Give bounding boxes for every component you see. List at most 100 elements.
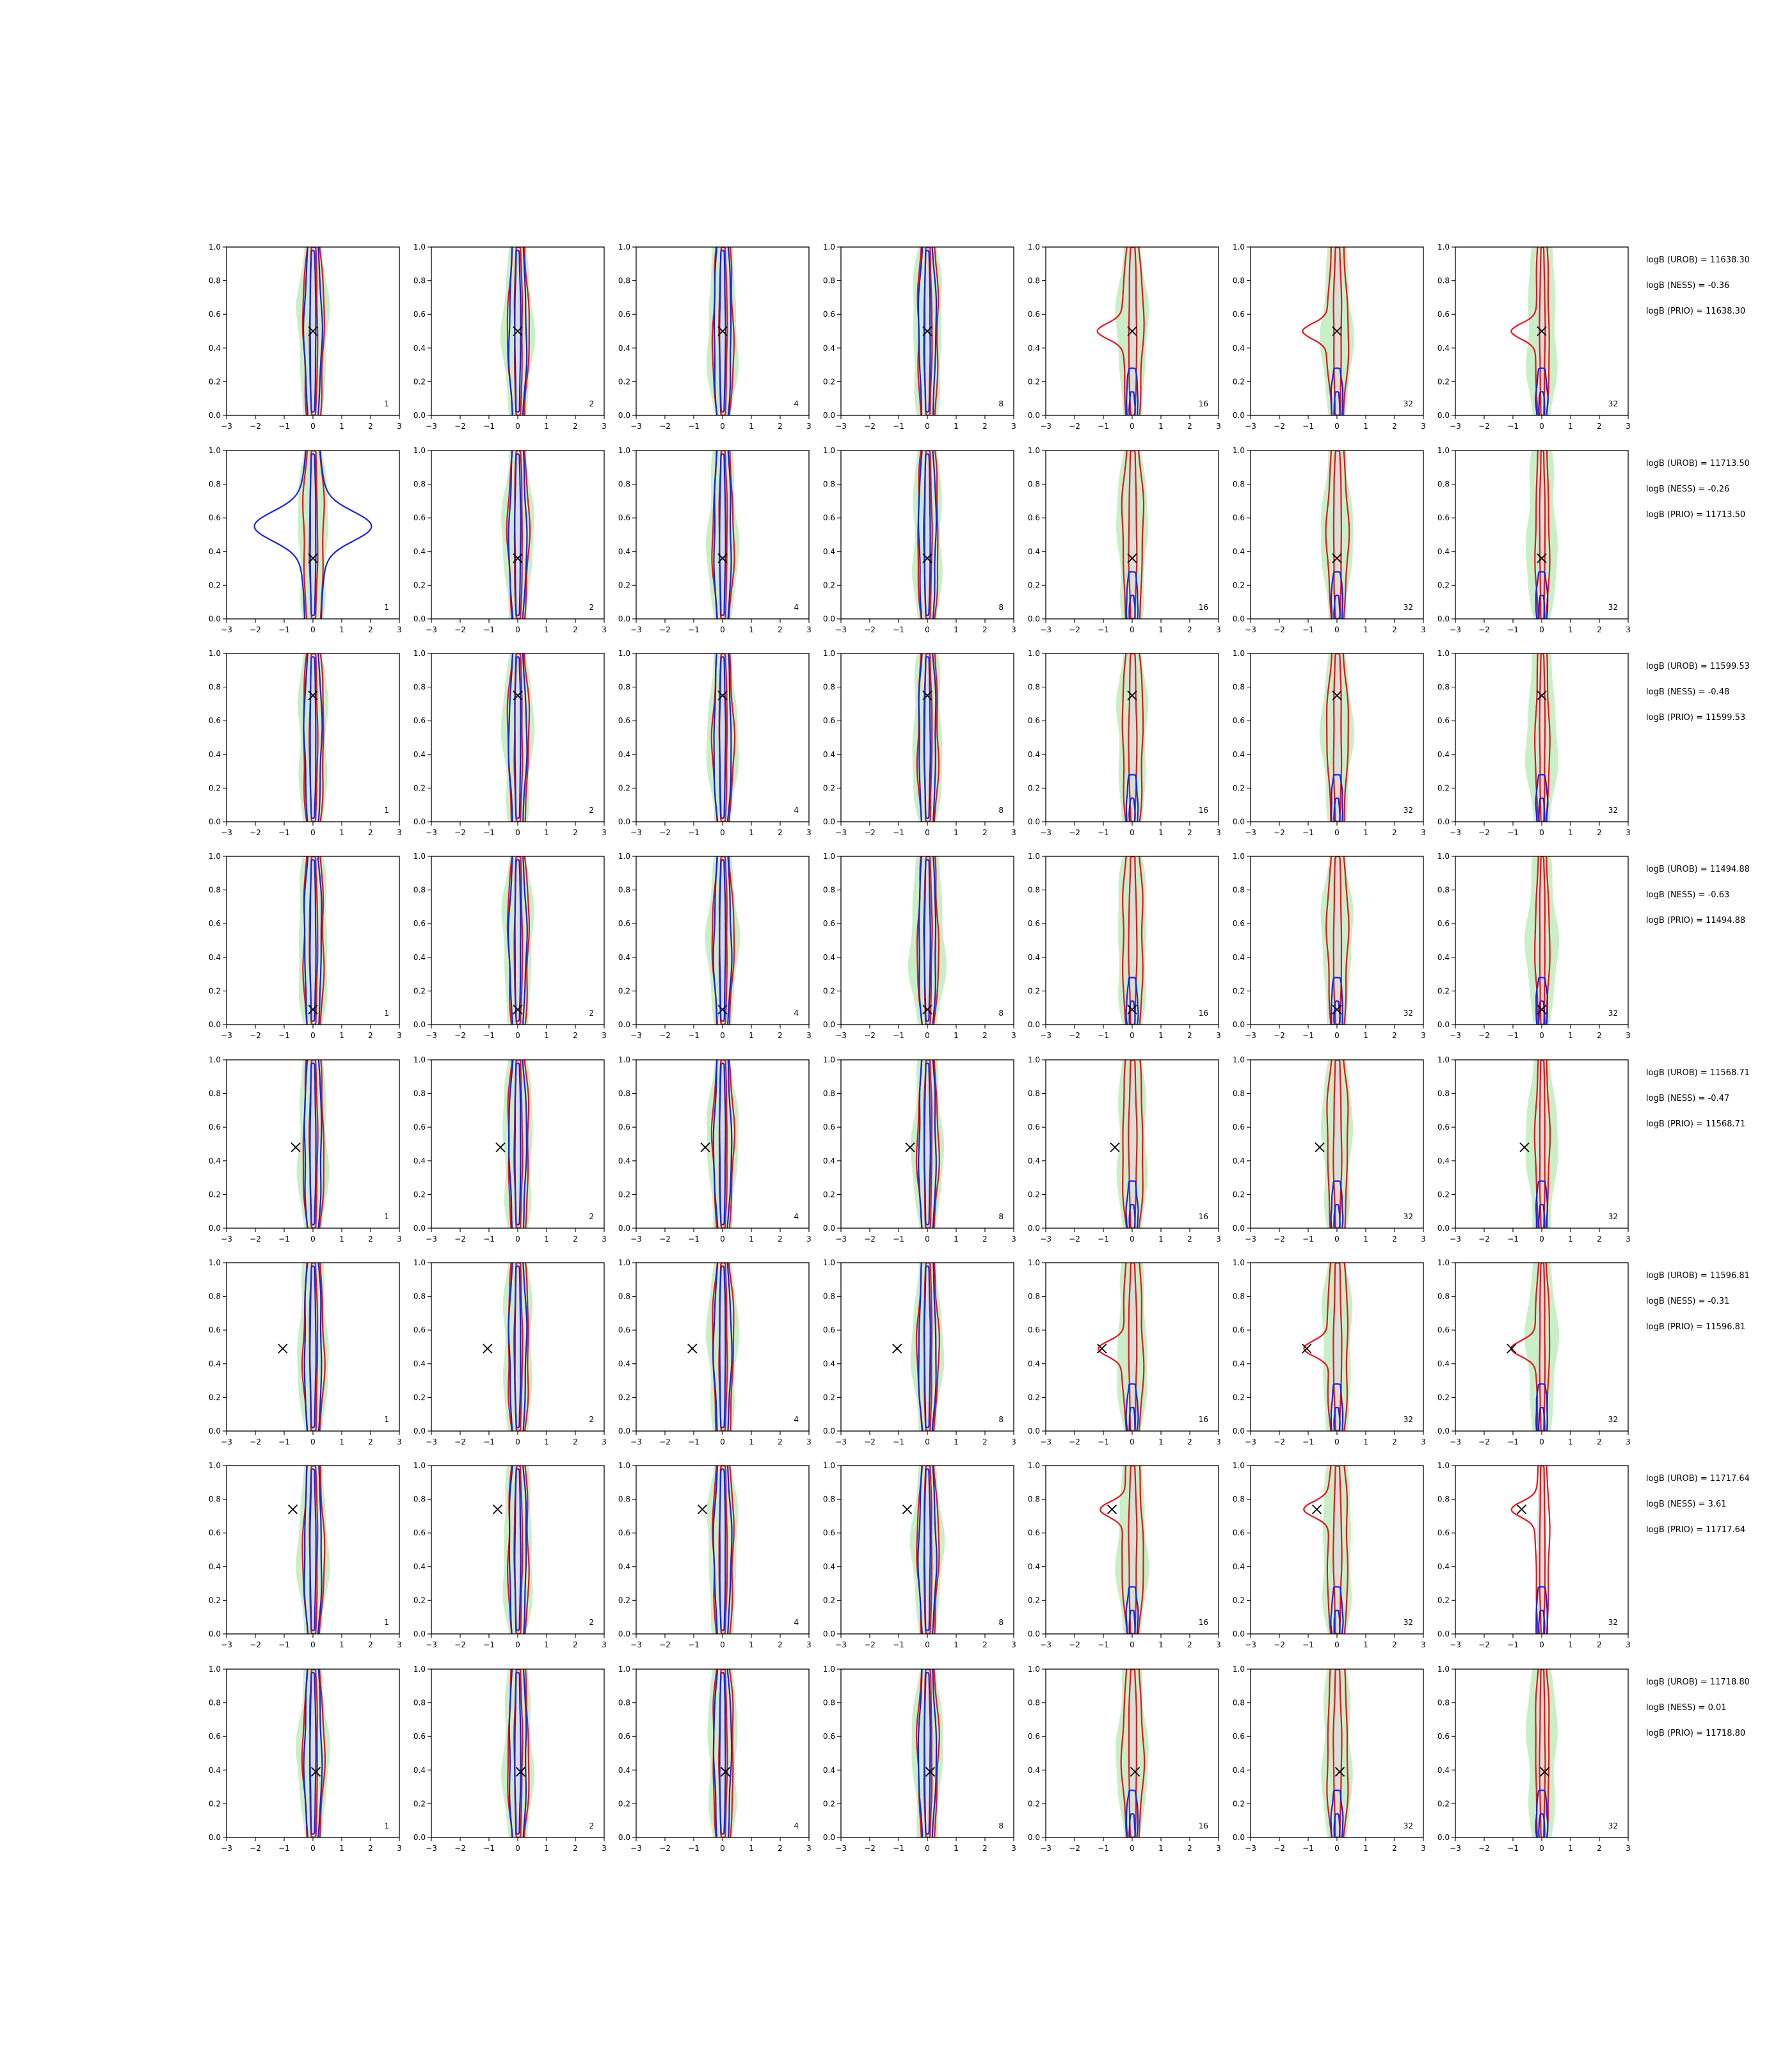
x-tick-label: −1 — [278, 1640, 290, 1649]
x-tick-label: 1 — [1158, 1844, 1164, 1853]
x-tick-label: −2 — [659, 1640, 671, 1649]
panel-tag: 1 — [384, 1009, 389, 1018]
x-tick-label: 3 — [806, 1235, 812, 1244]
y-tick-label: 0.8 — [1233, 1089, 1245, 1098]
x-tick-label: −2 — [659, 1031, 671, 1040]
y-tick-label: 0.2 — [209, 1393, 221, 1402]
x-tick-label: 3 — [806, 1031, 812, 1040]
x-tick-label: −3 — [835, 1235, 847, 1244]
x-tick-label: −2 — [1478, 1437, 1490, 1446]
y-tick-label: 0.2 — [1233, 783, 1245, 792]
x-tick-label: 2 — [1392, 1437, 1397, 1446]
x-tick-label: 0 — [310, 1437, 316, 1446]
panel-tag: 16 — [1199, 1821, 1208, 1830]
x-tick-label: 0 — [1539, 625, 1544, 634]
x-tick-label: 0 — [515, 1437, 520, 1446]
panel-tag: 32 — [1404, 1415, 1413, 1424]
y-tick-label: 0.8 — [209, 276, 221, 285]
x-tick-label: −3 — [1450, 1235, 1461, 1244]
y-tick-label: 0.0 — [823, 411, 835, 420]
y-tick-label: 0.0 — [413, 614, 426, 623]
x-tick-label: −1 — [1098, 1844, 1109, 1853]
x-tick-label: 2 — [982, 1235, 988, 1244]
x-tick-label: 0 — [1130, 1640, 1135, 1649]
y-tick-label: 0.6 — [1233, 1732, 1245, 1741]
y-tick-label: 0.8 — [1233, 1292, 1245, 1301]
y-tick-label: 0.4 — [1028, 1359, 1040, 1368]
x-tick-label: −3 — [1450, 1437, 1461, 1446]
y-tick-label: 0.8 — [413, 886, 426, 895]
x-tick-label: 1 — [1363, 828, 1368, 837]
x-tick-label: 0 — [925, 828, 930, 837]
y-tick-label: 0.4 — [1028, 547, 1040, 556]
panel-tag: 2 — [589, 1821, 594, 1830]
y-tick-label: 0.2 — [618, 1596, 630, 1604]
x-tick-label: −3 — [1040, 1844, 1052, 1853]
x-tick-label: −2 — [1069, 1844, 1080, 1853]
x-tick-label: 3 — [1216, 1235, 1221, 1244]
x-tick-label: 0 — [720, 1437, 725, 1446]
x-tick-label: −2 — [1478, 1235, 1490, 1244]
y-tick-label: 0.2 — [823, 1596, 835, 1604]
x-tick-label: −1 — [893, 422, 904, 431]
y-tick-label: 1.0 — [618, 1665, 630, 1674]
x-tick-label: 1 — [954, 1640, 959, 1649]
panel-tag: 8 — [998, 1212, 1004, 1221]
logb-annotation: logB (NESS) = -0.47 — [1646, 1094, 1729, 1103]
x-tick-label: 2 — [368, 422, 373, 431]
x-tick-label: 0 — [720, 1235, 725, 1244]
x-tick-label: 2 — [573, 1235, 578, 1244]
x-tick-label: 2 — [778, 1235, 783, 1244]
x-tick-label: −3 — [1040, 828, 1052, 837]
x-tick-label: −1 — [688, 1437, 700, 1446]
x-tick-label: −2 — [454, 1640, 466, 1649]
x-tick-label: 3 — [1421, 422, 1426, 431]
y-tick-label: 0.0 — [1028, 614, 1040, 623]
y-tick-label: 1.0 — [413, 1461, 426, 1470]
x-tick-label: 1 — [339, 422, 344, 431]
y-tick-label: 1.0 — [209, 852, 221, 861]
x-tick-label: −2 — [250, 1640, 261, 1649]
y-tick-label: 0.0 — [413, 1629, 426, 1638]
x-tick-label: 1 — [1363, 1031, 1368, 1040]
x-tick-label: −2 — [864, 1640, 876, 1649]
x-tick-label: 1 — [1568, 1031, 1573, 1040]
panel-tag: 1 — [384, 1618, 389, 1627]
x-tick-label: −2 — [864, 1235, 876, 1244]
y-tick-label: 0.6 — [1437, 513, 1450, 522]
x-tick-label: 3 — [397, 1844, 402, 1853]
y-tick-label: 0.8 — [1437, 1495, 1450, 1504]
x-tick-label: 3 — [806, 1437, 812, 1446]
x-tick-label: 2 — [1187, 1235, 1192, 1244]
x-tick-label: 0 — [1130, 422, 1135, 431]
x-tick-label: 0 — [925, 1235, 930, 1244]
panel-tag: 2 — [589, 399, 594, 408]
x-tick-label: −1 — [1302, 1640, 1314, 1649]
y-tick-label: 0.0 — [1437, 817, 1450, 826]
logb-annotation: logB (PRIO) = 11494.88 — [1646, 916, 1745, 925]
y-tick-label: 1.0 — [413, 649, 426, 658]
x-tick-label: −2 — [250, 625, 261, 634]
x-tick-label: 1 — [1158, 828, 1164, 837]
x-tick-label: −2 — [1478, 1640, 1490, 1649]
y-tick-label: 0.8 — [618, 1089, 630, 1098]
x-tick-label: −3 — [630, 625, 642, 634]
y-tick-label: 0.6 — [823, 1325, 835, 1334]
y-tick-label: 1.0 — [413, 852, 426, 861]
x-tick-label: −1 — [893, 625, 904, 634]
y-tick-label: 0.0 — [1437, 614, 1450, 623]
y-tick-label: 0.8 — [1028, 1699, 1040, 1708]
y-tick-label: 0.4 — [1028, 953, 1040, 962]
y-tick-label: 0.6 — [618, 513, 630, 522]
x-tick-label: 1 — [339, 1031, 344, 1040]
x-tick-label: −1 — [278, 1844, 290, 1853]
x-tick-label: −3 — [835, 1640, 847, 1649]
y-tick-label: 0.2 — [1437, 1190, 1450, 1199]
x-tick-label: 1 — [749, 1640, 754, 1649]
x-tick-label: 1 — [1568, 1640, 1573, 1649]
logb-annotation: logB (UROB) = 11718.80 — [1646, 1677, 1750, 1687]
x-tick-label: −2 — [1069, 625, 1080, 634]
y-tick-label: 0.8 — [413, 1089, 426, 1098]
x-tick-label: −3 — [426, 1235, 437, 1244]
